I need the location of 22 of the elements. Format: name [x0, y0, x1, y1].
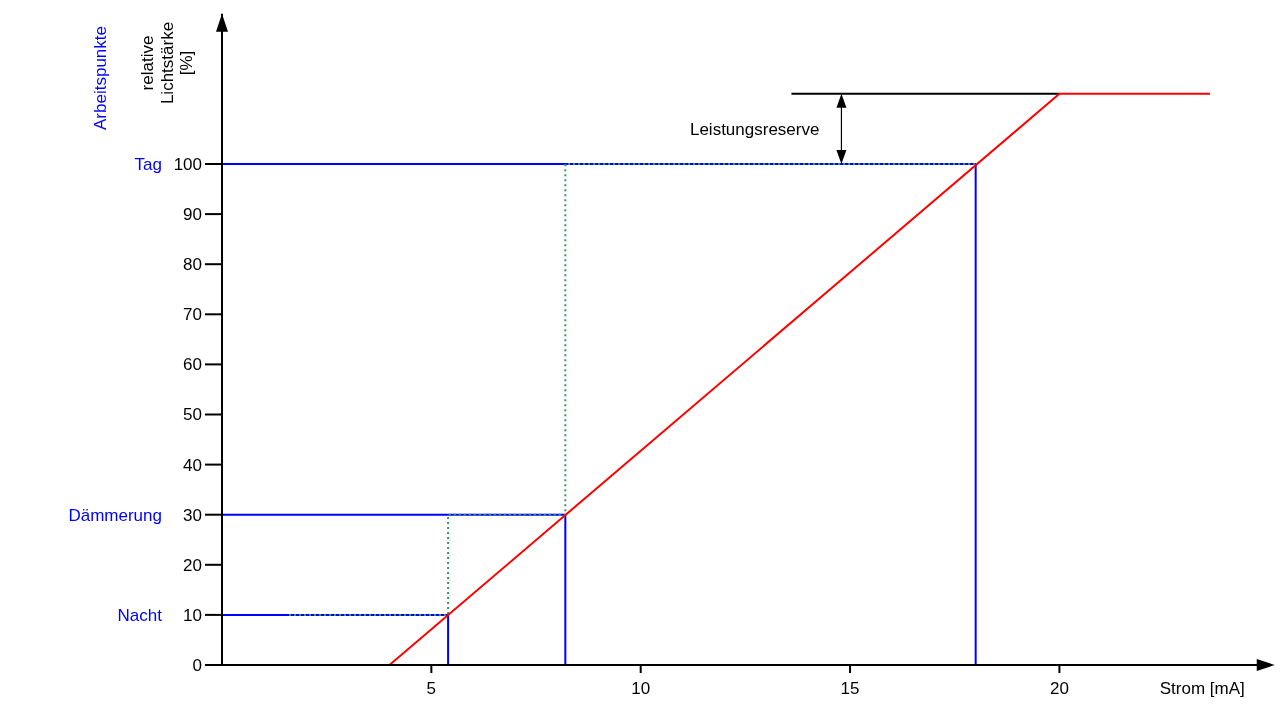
y-tick-label: 30	[183, 505, 202, 525]
y-tick-label: 10	[183, 605, 202, 625]
x-tick-label: 20	[1049, 679, 1069, 698]
x-tick-label: 5	[426, 679, 437, 698]
text: Nacht	[117, 605, 163, 625]
y-tick-label: 0	[192, 655, 202, 675]
text: Tag	[134, 154, 162, 174]
text: Dämmerung	[68, 505, 162, 525]
y-tick-label: 60	[183, 355, 202, 375]
y-tick-label: 100	[173, 154, 202, 174]
y-tick-label: 20	[183, 555, 202, 575]
y-tick-label: 80	[183, 255, 202, 275]
y-tick-label: 40	[183, 455, 202, 475]
text: Arbeitspunkte	[91, 26, 110, 130]
annotation: Leistungsreserve	[689, 119, 820, 139]
y-tick-label: 70	[183, 305, 202, 325]
y-axis-title: relative Lichtstärke [%]	[138, 21, 197, 105]
x-axis-title: Strom [mA]	[1159, 679, 1245, 698]
y-tick-label: 50	[183, 405, 202, 425]
y-tick-label: 90	[183, 205, 202, 225]
x-tick-label: 15	[840, 679, 860, 698]
x-tick-label: 10	[631, 679, 651, 698]
